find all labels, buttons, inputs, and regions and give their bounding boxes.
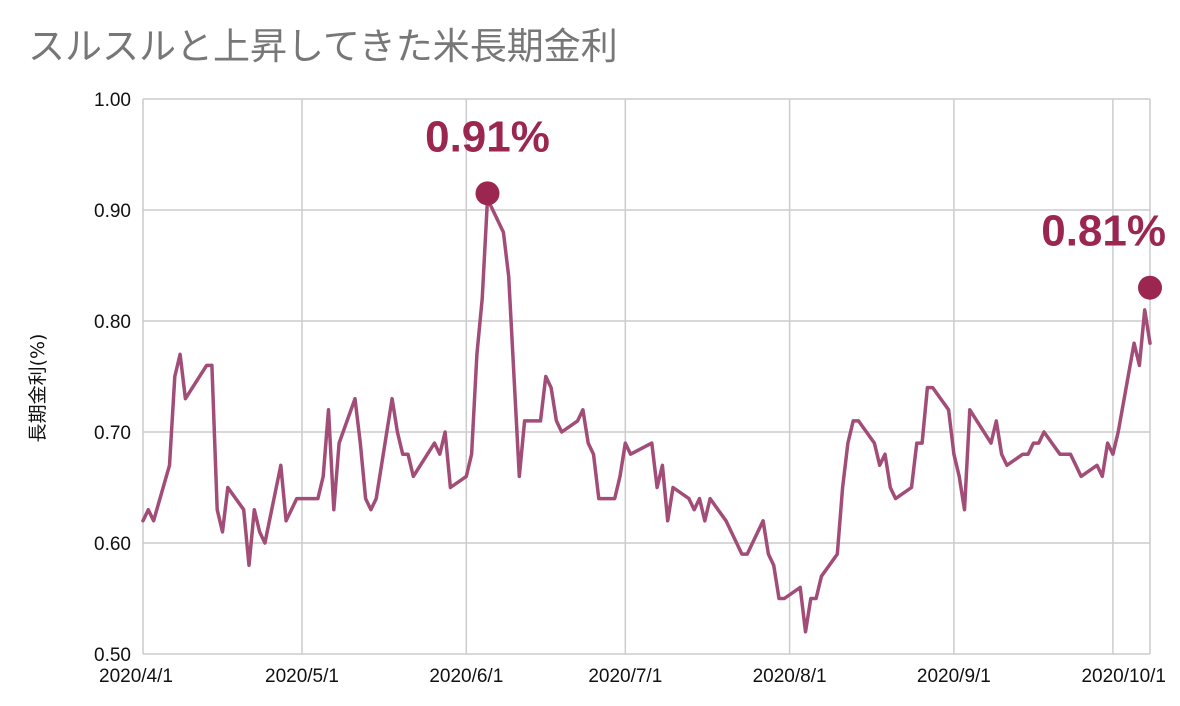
annotation-marker xyxy=(1138,275,1162,300)
x-tick-label: 2020/10/1 xyxy=(1081,666,1166,687)
series-line xyxy=(141,197,1152,634)
x-tick-label: 2020/5/1 xyxy=(265,666,339,687)
chart-axes: 0.50 0.60 0.70 0.80 0.90 1.00 2020/4/1 2020/5/1… xyxy=(94,90,1166,687)
series-layer xyxy=(141,197,1152,634)
y-tick-label: 0.60 xyxy=(94,534,131,555)
y-axis-label: 長期金利(%) xyxy=(27,334,49,443)
chart-grid xyxy=(142,98,1151,655)
y-tick-label: 0.70 xyxy=(94,423,131,444)
annotation-marker xyxy=(475,181,500,206)
y-tick-label: 0.80 xyxy=(94,312,131,333)
y-tick-label: 0.50 xyxy=(94,645,131,666)
chart-title: スルスルと上昇してきた米長期金利 xyxy=(28,25,618,68)
x-tick-label: 2020/6/1 xyxy=(429,666,503,687)
x-tick-label: 2020/9/1 xyxy=(917,666,991,687)
annotation-layer: 0.91% 0.81% xyxy=(425,112,1166,300)
y-tick-label: 1.00 xyxy=(94,90,131,111)
x-tick-label: 2020/4/1 xyxy=(99,666,173,687)
x-tick-label: 2020/8/1 xyxy=(753,666,827,687)
annotation-label: 0.81% xyxy=(1041,207,1166,256)
x-tick-label: 2020/7/1 xyxy=(588,666,662,687)
y-tick-label: 0.90 xyxy=(94,201,131,222)
annotation-label: 0.91% xyxy=(425,112,550,161)
